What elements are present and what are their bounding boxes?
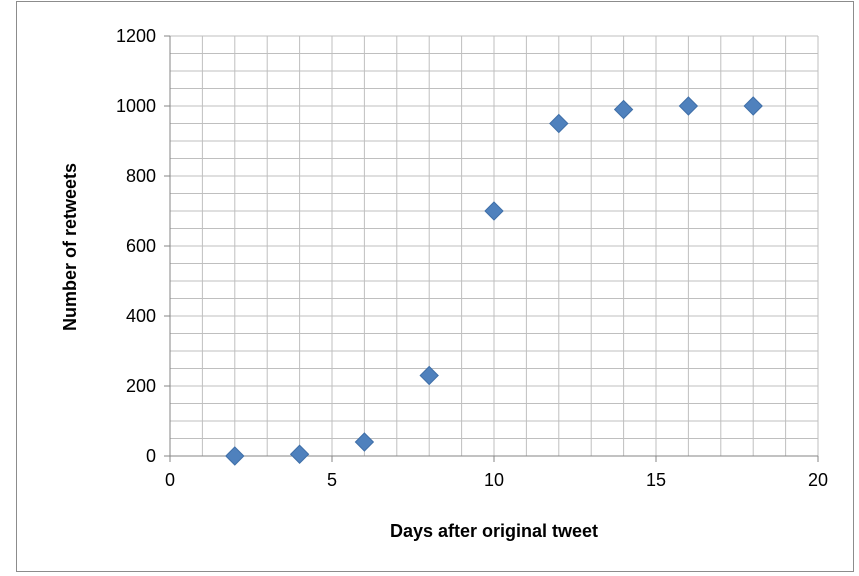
axes: [164, 35, 819, 462]
data-point: [678, 96, 699, 116]
y-tick-label: 400: [126, 306, 156, 326]
x-tick-labels: 0 5 10 15 20: [165, 470, 828, 490]
y-tick-label: 0: [146, 446, 156, 466]
y-tick-label: 200: [126, 376, 156, 396]
data-points: [225, 96, 763, 466]
x-tick-label: 5: [327, 470, 337, 490]
data-point: [419, 365, 439, 386]
data-point: [289, 444, 310, 464]
y-tick-label: 1000: [116, 96, 156, 116]
x-tick-label: 10: [484, 470, 504, 490]
data-point: [549, 113, 569, 134]
data-point: [484, 201, 504, 221]
grid-lines: [170, 35, 819, 456]
y-tick-label: 800: [126, 166, 156, 186]
y-axis-title: Number of retweets: [60, 163, 80, 331]
x-tick-label: 0: [165, 470, 175, 490]
data-point: [743, 96, 763, 116]
x-axis-title: Days after original tweet: [390, 521, 598, 541]
y-tick-labels: 0 200 400 600 800 1000 1200: [116, 26, 156, 466]
data-point: [225, 446, 245, 466]
chart-frame: [16, 1, 854, 572]
data-point: [354, 432, 375, 452]
data-point: [613, 99, 634, 120]
y-tick-label: 600: [126, 236, 156, 256]
x-tick-label: 20: [808, 470, 828, 490]
y-tick-label: 1200: [116, 26, 156, 46]
x-tick-label: 15: [646, 470, 666, 490]
